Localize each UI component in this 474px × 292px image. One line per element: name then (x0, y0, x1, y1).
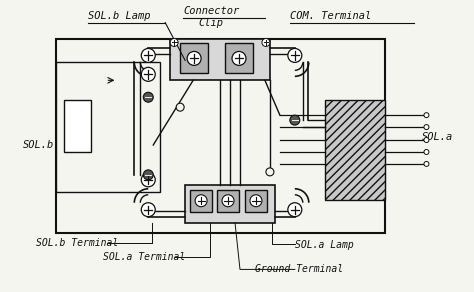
Circle shape (424, 113, 429, 118)
Circle shape (143, 170, 153, 180)
Bar (245, 190, 267, 212)
Text: COM. Terminal: COM. Terminal (290, 11, 371, 21)
Circle shape (424, 161, 429, 166)
Bar (64, 100, 91, 152)
Text: SOL.a Terminal: SOL.a Terminal (103, 253, 186, 263)
Circle shape (176, 103, 184, 111)
Circle shape (266, 168, 274, 176)
Circle shape (288, 203, 302, 217)
Bar (55, 39, 384, 233)
Circle shape (232, 51, 246, 65)
Circle shape (250, 195, 262, 207)
Text: SOL.b Terminal: SOL.b Terminal (36, 237, 118, 248)
Circle shape (262, 39, 270, 46)
Bar (325, 100, 384, 200)
Text: SOL.a Lamp: SOL.a Lamp (295, 239, 354, 250)
Circle shape (141, 48, 155, 62)
Text: Ground Terminal: Ground Terminal (255, 264, 343, 274)
Circle shape (141, 173, 155, 187)
Circle shape (424, 125, 429, 130)
Bar (225, 44, 253, 73)
Text: SOL.a: SOL.a (421, 132, 453, 142)
Bar (217, 190, 239, 212)
Circle shape (195, 195, 207, 207)
Bar (190, 190, 212, 212)
Bar (185, 185, 275, 223)
Text: SOL.b: SOL.b (23, 140, 54, 150)
Text: Connector: Connector (183, 6, 239, 16)
Circle shape (222, 195, 234, 207)
Bar (170, 39, 270, 80)
Circle shape (288, 48, 302, 62)
Circle shape (170, 39, 178, 46)
Circle shape (424, 150, 429, 154)
Circle shape (141, 203, 155, 217)
Circle shape (143, 92, 153, 102)
Bar (180, 44, 208, 73)
Circle shape (424, 138, 429, 142)
Circle shape (141, 67, 155, 81)
Bar (55, 62, 160, 192)
Circle shape (290, 115, 300, 125)
Text: SOL.b Lamp: SOL.b Lamp (89, 11, 151, 21)
Circle shape (187, 51, 201, 65)
Text: Clip: Clip (198, 18, 223, 27)
